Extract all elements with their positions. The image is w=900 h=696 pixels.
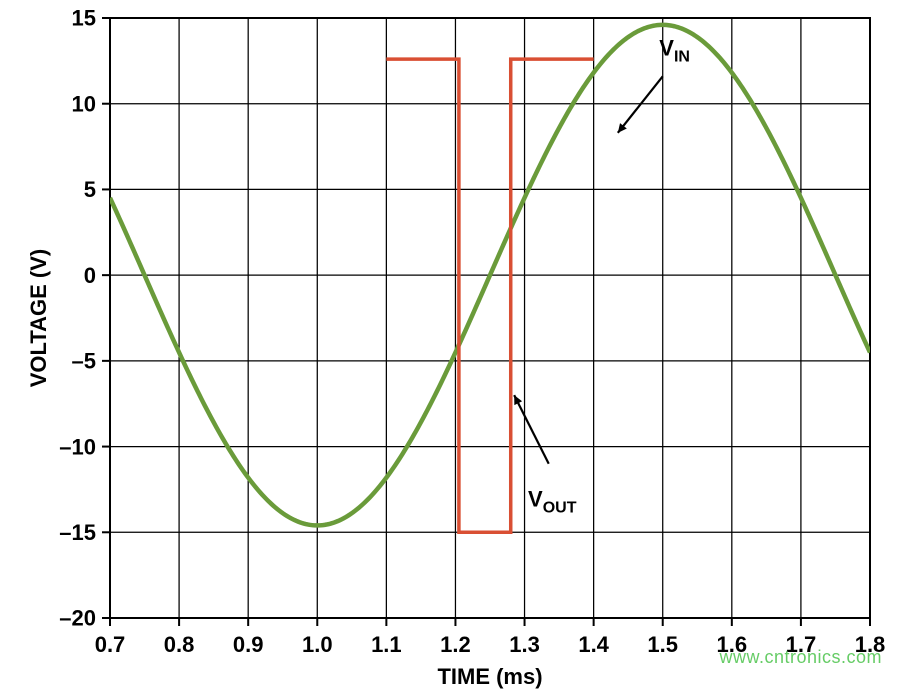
xtick-label: 1.5: [647, 632, 678, 657]
ytick-label: 10: [72, 91, 96, 116]
watermark: www.cntronics.com: [719, 647, 882, 668]
xtick-label: 1.2: [440, 632, 471, 657]
chart-svg: 0.70.80.91.01.11.21.31.41.51.61.71.8–20–…: [0, 0, 900, 696]
ytick-label: –10: [59, 434, 96, 459]
xtick-label: 1.1: [371, 632, 402, 657]
x-axis-label: TIME (ms): [437, 664, 542, 689]
ytick-label: 0: [84, 263, 96, 288]
xtick-label: 0.8: [164, 632, 195, 657]
xtick-label: 1.4: [578, 632, 609, 657]
ytick-label: 15: [72, 6, 96, 31]
xtick-label: 1.3: [509, 632, 540, 657]
y-axis-label: VOLTAGE (V): [26, 249, 51, 388]
xtick-label: 0.7: [95, 632, 126, 657]
chart-background: [0, 0, 900, 696]
ytick-label: –15: [59, 520, 96, 545]
ytick-label: 5: [84, 177, 96, 202]
ytick-label: –5: [72, 349, 96, 374]
xtick-label: 0.9: [233, 632, 264, 657]
ytick-label: –20: [59, 606, 96, 631]
xtick-label: 1.0: [302, 632, 333, 657]
